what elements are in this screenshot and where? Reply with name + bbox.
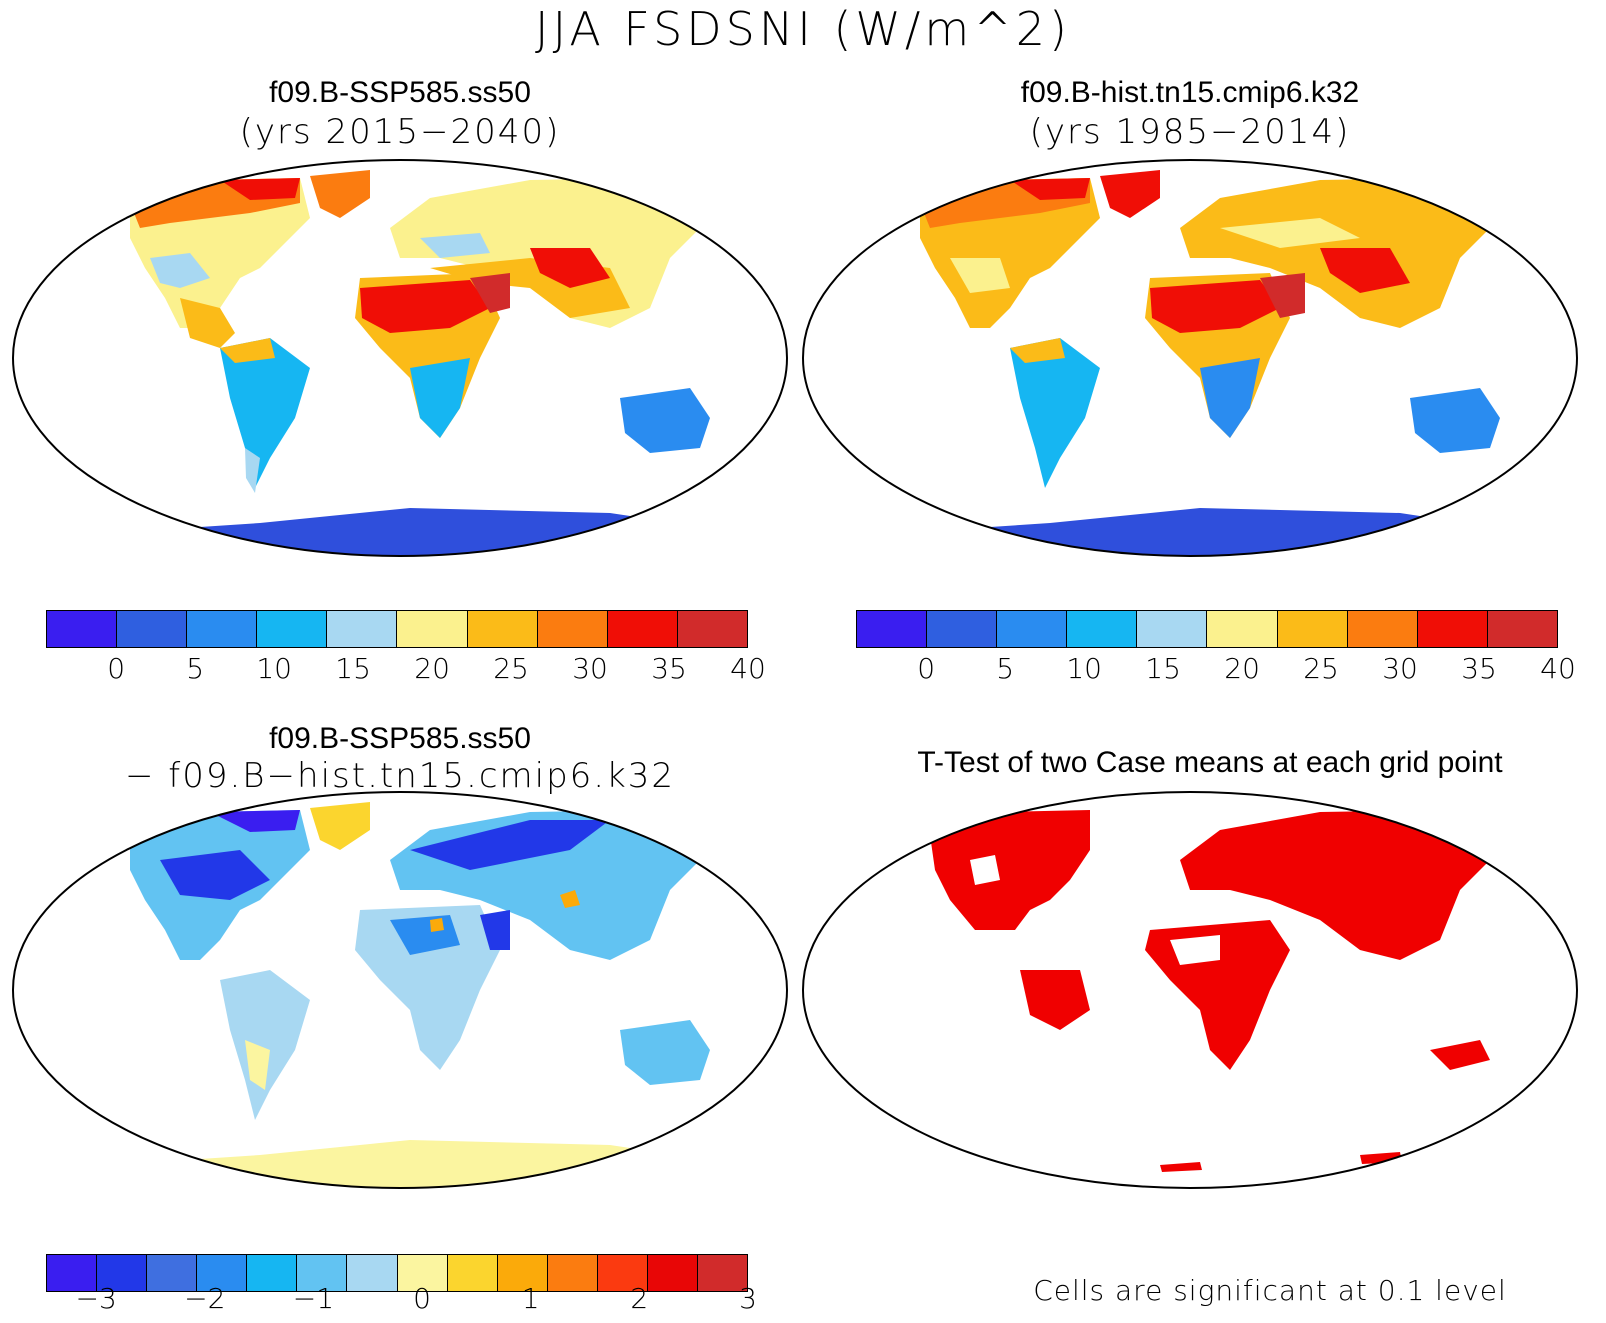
figure-title: JJA FSDSNI (W/m^2) xyxy=(535,2,1071,56)
colorbar-box xyxy=(117,611,188,647)
map-ttest xyxy=(802,791,1578,1189)
colorbar-tick-label: 20 xyxy=(1224,652,1260,685)
colorbar-box xyxy=(547,1255,598,1291)
colorbar-tick-label: 40 xyxy=(1540,652,1576,685)
colorbar-tick-label: 15 xyxy=(1145,652,1181,685)
colorbar-box xyxy=(97,1255,148,1291)
colorbar-tick-label: 35 xyxy=(651,652,687,685)
colorbar-box xyxy=(327,611,398,647)
colorbar-box xyxy=(1487,611,1557,647)
colorbar-box xyxy=(1137,611,1208,647)
colorbar-tick-label: 0 xyxy=(413,1282,431,1315)
colorbar-tick-label: 5 xyxy=(996,652,1015,685)
colorbar-box xyxy=(997,611,1068,647)
colorbar-box xyxy=(47,1255,98,1291)
panel-subtitle-bottom-left: − f09.B−hist.tn15.cmip6.k32 xyxy=(124,756,676,796)
colorbar-tick-label: 25 xyxy=(1303,652,1339,685)
colorbar-tick-label: 10 xyxy=(1066,652,1102,685)
colorbar-box xyxy=(677,611,747,647)
colorbar-tick-label: 2 xyxy=(630,1282,649,1315)
colorbar-box xyxy=(187,611,258,647)
colorbar-tick-label: 1 xyxy=(521,1282,540,1315)
colorbar-tick-label: 5 xyxy=(186,652,205,685)
colorbar-tick-label: 15 xyxy=(335,652,371,685)
colorbar-box xyxy=(1207,611,1278,647)
colorbar-box xyxy=(47,611,118,647)
colorbar-absolute-right xyxy=(856,610,1558,648)
colorbar-tick-label: 40 xyxy=(730,652,766,685)
panel-subtitle-top-left: (yrs 2015−2040) xyxy=(239,112,561,152)
colorbar-tick-label: 30 xyxy=(572,652,608,685)
significance-note: Cells are significant at 0.1 level xyxy=(1033,1274,1507,1307)
colorbar-box xyxy=(147,1255,198,1291)
panel-title-bottom-left: f09.B-SSP585.ss50 xyxy=(269,722,531,755)
colorbar-absolute-left xyxy=(46,610,748,648)
colorbar-ticks-difference: −3 −2 −1 0 1 2 3 xyxy=(46,1282,757,1316)
colorbar-difference xyxy=(46,1254,748,1292)
colorbar-box xyxy=(247,1255,298,1291)
colorbar-box xyxy=(197,1255,248,1291)
colorbar-ticks-absolute-right: 0 5 10 15 20 25 30 35 40 xyxy=(856,652,1576,686)
colorbar-box xyxy=(1347,611,1418,647)
colorbar-box xyxy=(347,1255,398,1291)
colorbar-tick-label: 3 xyxy=(739,1282,757,1315)
colorbar-tick-label: 0 xyxy=(917,652,936,685)
colorbar-box xyxy=(397,1255,448,1291)
colorbar-box xyxy=(1277,611,1348,647)
colorbar-tick-label: 30 xyxy=(1382,652,1418,685)
colorbar-box xyxy=(497,1255,548,1291)
colorbar-tick-label: 35 xyxy=(1461,652,1497,685)
colorbar-box xyxy=(607,611,678,647)
panel-title-bottom-right: T-Test of two Case means at each grid po… xyxy=(917,746,1503,779)
colorbar-tick-label: 20 xyxy=(414,652,450,685)
colorbar-tick-label: 10 xyxy=(256,652,292,685)
colorbar-tick-label: 0 xyxy=(107,652,126,685)
colorbar-box xyxy=(467,611,538,647)
colorbar-tick-label: −3 xyxy=(75,1282,117,1315)
panel-subtitle-top-right: (yrs 1985−2014) xyxy=(1029,112,1351,152)
colorbar-box xyxy=(927,611,998,647)
panel-title-top-right: f09.B-hist.tn15.cmip6.k32 xyxy=(1020,76,1360,109)
colorbar-box xyxy=(597,1255,648,1291)
colorbar-box xyxy=(537,611,608,647)
colorbar-box xyxy=(1067,611,1138,647)
colorbar-box xyxy=(257,611,328,647)
panel-title-top-left: f09.B-SSP585.ss50 xyxy=(269,76,531,109)
colorbar-tick-label: −1 xyxy=(292,1282,335,1315)
map-difference xyxy=(12,791,788,1189)
colorbar-box xyxy=(297,1255,348,1291)
colorbar-box xyxy=(397,611,468,647)
map-ssp585 xyxy=(12,159,788,557)
colorbar-box xyxy=(857,611,928,647)
map-hist xyxy=(802,159,1578,557)
colorbar-box xyxy=(698,1255,748,1291)
colorbar-tick-label: −2 xyxy=(184,1282,226,1315)
colorbar-box xyxy=(1417,611,1488,647)
colorbar-box xyxy=(647,1255,699,1291)
colorbar-ticks-absolute-left: 0 5 10 15 20 25 30 35 40 xyxy=(46,652,766,686)
colorbar-tick-label: 25 xyxy=(493,652,529,685)
colorbar-box xyxy=(447,1255,498,1291)
